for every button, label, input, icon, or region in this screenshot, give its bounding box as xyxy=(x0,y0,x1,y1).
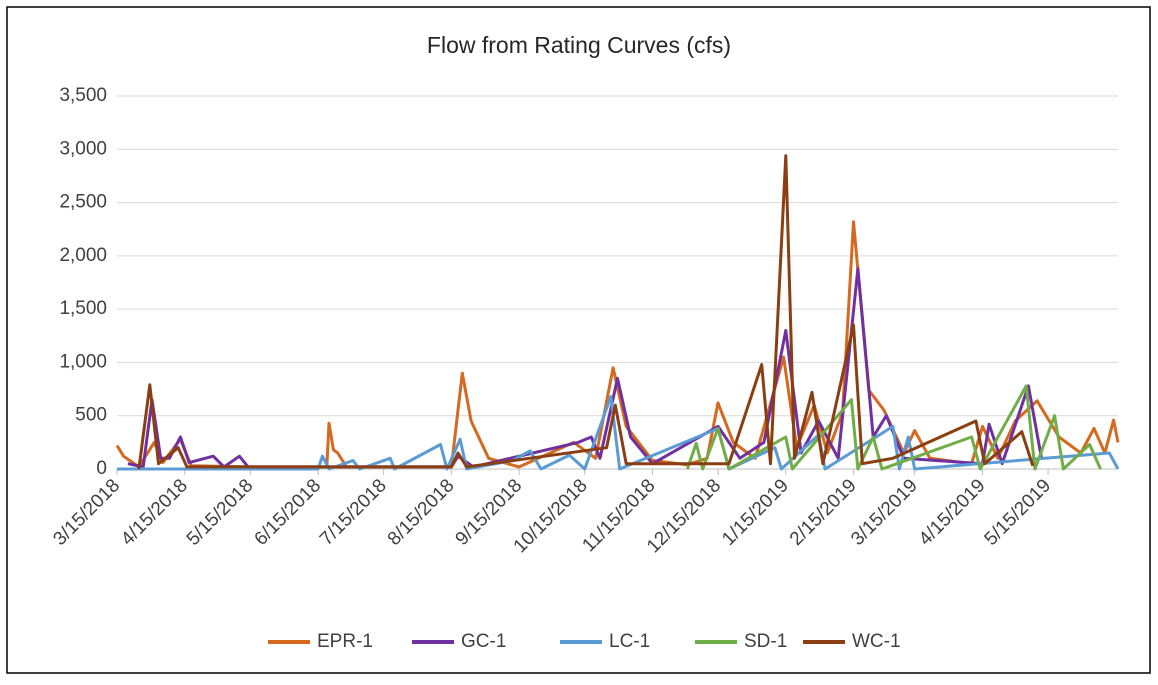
y-tick-label: 1,000 xyxy=(59,351,107,372)
y-tick-label: 0 xyxy=(96,458,107,479)
y-tick-label: 1,500 xyxy=(59,298,107,319)
legend-label: EPR-1 xyxy=(317,631,373,652)
legend-label: LC-1 xyxy=(609,631,650,652)
y-tick-label: 2,500 xyxy=(59,192,107,213)
chart-frame xyxy=(6,6,1151,674)
series-line xyxy=(117,395,1120,471)
series-line xyxy=(685,384,1102,471)
series-line xyxy=(137,154,1035,470)
series-line xyxy=(127,267,1043,469)
y-tick-label: 500 xyxy=(75,405,107,426)
legend-label: WC-1 xyxy=(852,631,901,652)
legend-label: GC-1 xyxy=(461,631,506,652)
y-tick-label: 3,500 xyxy=(59,85,107,106)
y-tick-label: 3,000 xyxy=(59,138,107,159)
legend-label: SD-1 xyxy=(744,631,787,652)
chart-title: Flow from Rating Curves (cfs) xyxy=(427,32,731,58)
y-tick-label: 2,000 xyxy=(59,245,107,266)
